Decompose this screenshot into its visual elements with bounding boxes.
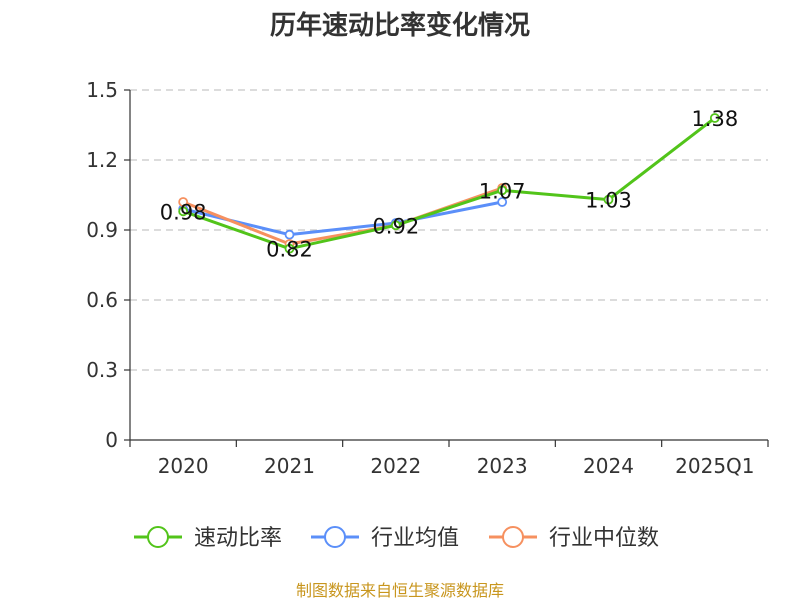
y-tick-label: 0.3 bbox=[86, 358, 118, 382]
legend-label: 行业中位数 bbox=[549, 526, 659, 551]
data-point[interactable] bbox=[178, 197, 189, 207]
data-label: 0.98 bbox=[160, 200, 207, 224]
data-label: 1.03 bbox=[585, 189, 632, 213]
chart-title: 历年速动比率变化情况 bbox=[270, 10, 530, 41]
source-note: 制图数据来自恒生聚源数据库 bbox=[296, 581, 504, 600]
data-point[interactable] bbox=[497, 197, 508, 207]
axes: 0 0.3 0.6 0.9 1.2 1.5 2020 2021 2022 2023 2024 2025… bbox=[86, 78, 769, 478]
data-point[interactable] bbox=[709, 113, 720, 123]
x-tick-label: 2021 bbox=[264, 454, 315, 478]
y-tick-label: 1.5 bbox=[86, 78, 118, 102]
data-point[interactable] bbox=[284, 229, 295, 240]
grid-lines bbox=[130, 89, 768, 371]
series-lines bbox=[178, 113, 720, 254]
legend-label: 速动比率 bbox=[194, 526, 282, 551]
x-tick-label: 2025Q1 bbox=[675, 454, 754, 478]
data-point[interactable] bbox=[497, 185, 508, 196]
y-tick-label: 0.9 bbox=[86, 218, 118, 242]
data-label: 1.38 bbox=[691, 107, 738, 131]
data-label: 0.82 bbox=[266, 238, 313, 262]
x-tick-label: 2024 bbox=[583, 454, 634, 478]
legend-item[interactable]: 行业中位数 bbox=[489, 526, 659, 551]
data-point[interactable] bbox=[178, 206, 189, 217]
legend-item[interactable]: 行业均值 bbox=[311, 526, 459, 551]
legend: 速动比率 行业均值 行业中位数 bbox=[134, 526, 659, 551]
series-line bbox=[181, 116, 717, 251]
x-tick-label: 2020 bbox=[158, 454, 209, 478]
legend-marker bbox=[147, 526, 169, 548]
data-label: 0.92 bbox=[372, 214, 419, 238]
legend-item[interactable]: 速动比率 bbox=[134, 526, 282, 551]
x-tick-label: 2022 bbox=[370, 454, 421, 478]
legend-marker bbox=[324, 526, 346, 548]
y-tick-label: 1.2 bbox=[86, 148, 118, 172]
data-point[interactable] bbox=[603, 194, 614, 205]
y-tick-label: 0.6 bbox=[86, 288, 118, 312]
data-labels: 0.98 0.82 0.92 1.07 1.03 1.38 bbox=[160, 107, 738, 262]
data-point[interactable] bbox=[284, 243, 295, 254]
legend-label: 行业均值 bbox=[371, 526, 459, 551]
y-tick-label: 0 bbox=[105, 428, 118, 452]
data-point[interactable] bbox=[390, 220, 401, 231]
x-tick-label: 2023 bbox=[477, 454, 528, 478]
data-label: 1.07 bbox=[479, 179, 526, 203]
legend-marker bbox=[502, 526, 524, 548]
